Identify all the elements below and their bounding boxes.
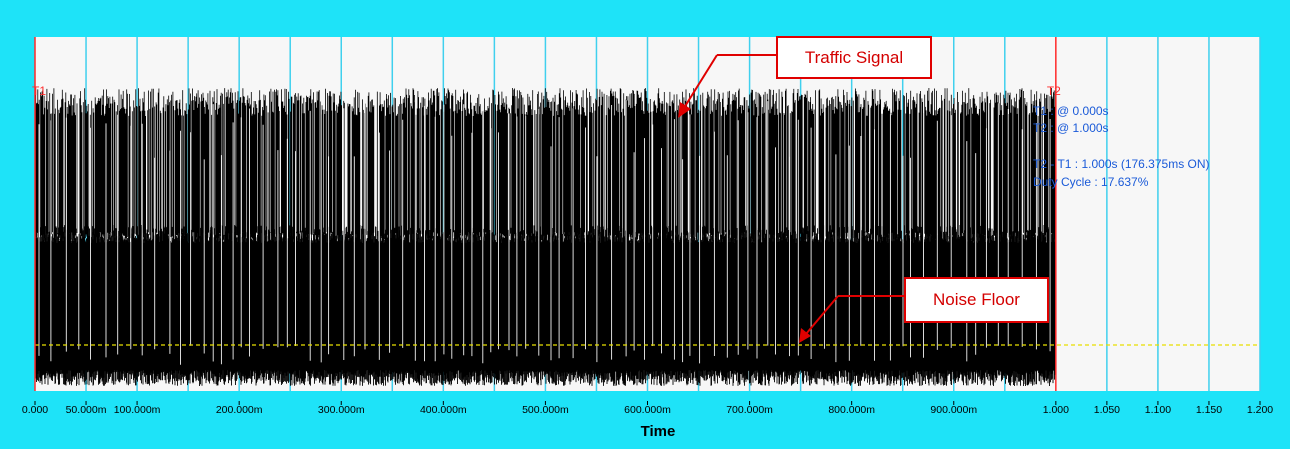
- t1-readout: T1 : @ 0.000s: [1033, 104, 1109, 118]
- signal-body: [34, 225, 1056, 386]
- x-tick-label: 1.150: [1196, 404, 1222, 416]
- x-axis: 0.000 50.000m 100.000m 200.000m 300.000m 400.…: [22, 401, 1273, 416]
- x-tick-label: 1.100: [1145, 404, 1171, 416]
- x-tick-label: 700.000m: [726, 404, 773, 416]
- x-tick-label: 1.050: [1094, 404, 1120, 416]
- traffic-signal-callout: Traffic Signal: [776, 36, 932, 79]
- traffic-signal-arrow: [678, 54, 776, 118]
- x-tick-label: 50.000m: [66, 404, 107, 416]
- duty-cycle-readout: Duty Cycle : 17.637%: [1033, 175, 1149, 189]
- x-tick-label: 900.000m: [930, 404, 977, 416]
- measurement-readout: T1 : @ 0.000s T2 : @ 1.000s T2 - T1 : 1.…: [1033, 104, 1210, 189]
- noise-floor-arrow: [799, 295, 904, 343]
- cursors[interactable]: T1 T2: [32, 37, 1061, 391]
- x-tick-label: 200.000m: [216, 404, 263, 416]
- x-tick-label: 1.000: [1043, 404, 1069, 416]
- x-tick-label: 100.000m: [114, 404, 161, 416]
- traffic-signal-label: Traffic Signal: [804, 47, 904, 67]
- x-tick-label: 1.200: [1247, 404, 1273, 416]
- x-tick-label: 500.000m: [522, 404, 569, 416]
- noise-floor-callout: Noise Floor: [904, 277, 1049, 323]
- x-axis-title: Time: [641, 423, 676, 440]
- x-tick-label: 0.000: [22, 404, 48, 416]
- x-tick-label: 800.000m: [828, 404, 875, 416]
- noise-floor-label: Noise Floor: [933, 290, 1020, 309]
- delta-readout: T2 - T1 : 1.000s (176.375ms ON): [1033, 157, 1210, 171]
- x-tick-label: 600.000m: [624, 404, 671, 416]
- t2-readout: T2 : @ 1.000s: [1033, 121, 1109, 135]
- cursor-t2-label: T2: [1047, 84, 1061, 98]
- x-tick-label: 400.000m: [420, 404, 467, 416]
- x-tick-label: 300.000m: [318, 404, 365, 416]
- cursor-t1-label: T1: [32, 84, 46, 98]
- signal-gaps: [38, 100, 1051, 365]
